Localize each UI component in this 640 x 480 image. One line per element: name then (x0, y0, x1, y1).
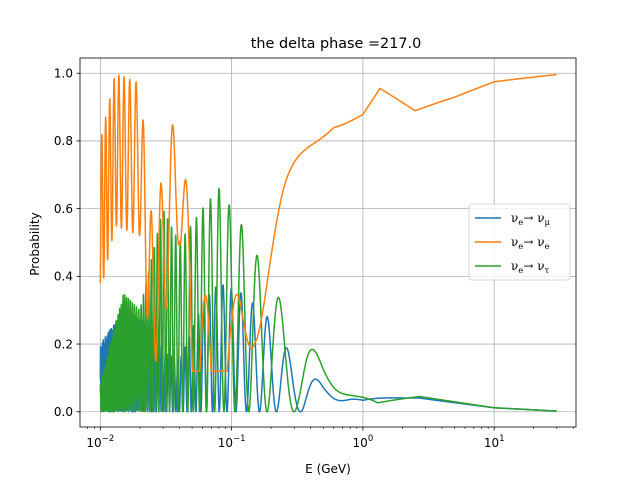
y-tick-label: 0.8 (54, 134, 73, 148)
legend-box (468, 203, 571, 281)
x-tick-label: 10−1 (218, 434, 246, 450)
x-tick-label: 100 (353, 434, 374, 450)
y-axis-title: Probability (28, 212, 42, 275)
legend: νe→ νμ νe→ νe νe→ ντ (468, 203, 571, 281)
x-tick-label: 101 (484, 434, 505, 450)
x-tick-label: 10−2 (86, 434, 114, 450)
y-tick-label: 1.0 (54, 67, 73, 81)
series-line-1 (99, 73, 558, 372)
y-tick-label: 0.2 (54, 337, 73, 351)
legend-label: νe→ νe (511, 235, 550, 252)
x-axis-title: E (GeV) (305, 462, 351, 476)
axis-ticks: 10−2 10−1 100 101 0.0 0.2 0.4 0.6 0.8 1.0 (54, 67, 574, 450)
legend-label: νe→ ντ (511, 259, 550, 276)
legend-label: νe→ νμ (511, 211, 551, 228)
y-tick-label: 0.0 (54, 405, 73, 419)
y-tick-label: 0.6 (54, 202, 73, 216)
y-tick-label: 0.4 (54, 270, 73, 284)
plot-frame (79, 57, 577, 428)
chart-title: the delta phase =217.0 (251, 36, 421, 52)
series-line-2 (99, 187, 558, 413)
series-layer (99, 73, 558, 413)
